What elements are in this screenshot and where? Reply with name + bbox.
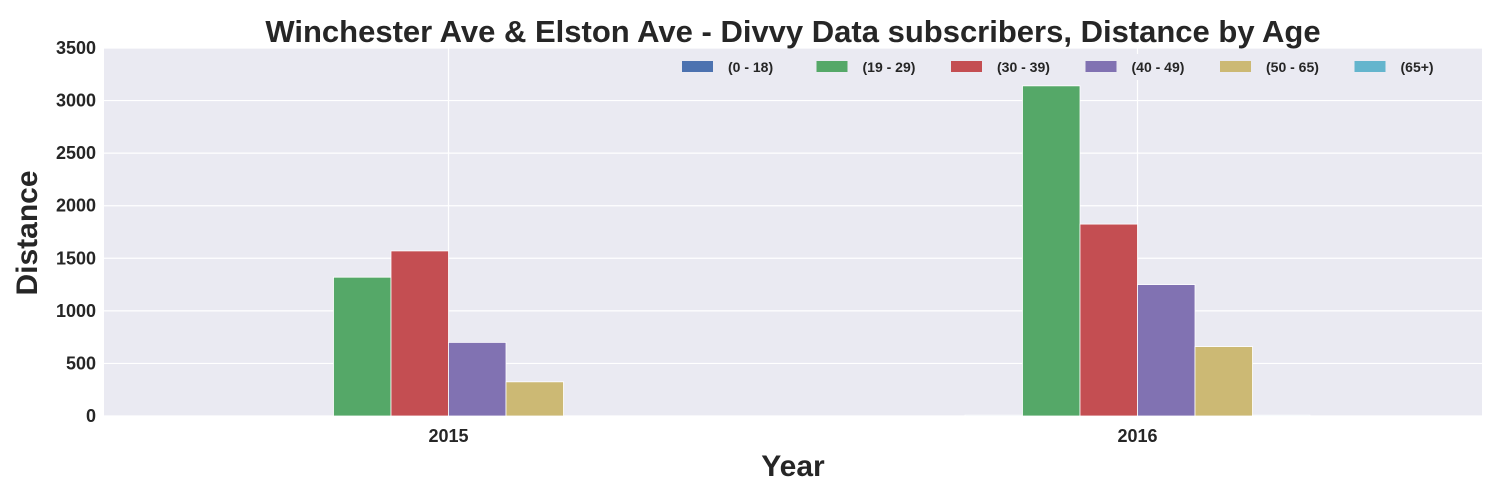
bar xyxy=(1252,414,1311,417)
x-tick-label: 2016 xyxy=(1117,426,1157,446)
bar xyxy=(964,414,1023,417)
x-axis-label: Year xyxy=(761,450,825,483)
legend-label: (65+) xyxy=(1401,59,1434,75)
x-axis-ticks: 2015 2016 xyxy=(428,426,1157,446)
legend-swatch xyxy=(1085,61,1117,72)
bar xyxy=(390,250,449,417)
y-tick-label: 1000 xyxy=(56,301,96,321)
bar xyxy=(448,341,507,417)
y-tick-label: 3000 xyxy=(56,91,96,111)
legend-label: (50 - 65) xyxy=(1266,59,1319,75)
bar xyxy=(1137,284,1196,417)
legend-swatch xyxy=(682,61,713,72)
legend-label: (0 - 18) xyxy=(728,59,773,75)
legend-swatch xyxy=(1354,61,1386,72)
y-tick-label: 0 xyxy=(86,406,96,426)
legend-swatch xyxy=(951,61,982,72)
y-tick-label: 3500 xyxy=(56,38,96,58)
y-tick-label: 1500 xyxy=(56,248,96,268)
legend: (0 - 18) (19 - 29) (30 - 39) (40 - 49) (50 -… xyxy=(672,54,1480,80)
bar xyxy=(505,381,564,417)
legend-label: (30 - 39) xyxy=(997,59,1050,75)
y-tick-label: 500 xyxy=(66,353,96,373)
y-tick-label: 2000 xyxy=(56,196,96,216)
legend-background xyxy=(672,54,1480,80)
y-tick-label: 2500 xyxy=(56,143,96,163)
y-axis-ticks: 0 500 1000 1500 2000 2500 3000 3500 xyxy=(56,38,96,426)
legend-swatch xyxy=(1220,61,1251,72)
plot-area xyxy=(104,48,1482,416)
bar xyxy=(333,276,392,417)
bar xyxy=(1194,346,1253,417)
legend-label: (40 - 49) xyxy=(1132,59,1185,75)
y-axis-label: Distance xyxy=(11,170,44,295)
legend-label: (19 - 29) xyxy=(863,59,916,75)
chart-title: Winchester Ave & Elston Ave - Divvy Data… xyxy=(265,14,1320,49)
legend-swatch xyxy=(816,61,848,72)
bar xyxy=(1079,223,1138,417)
x-tick-label: 2015 xyxy=(428,426,468,446)
bars xyxy=(333,85,1311,417)
bar xyxy=(1022,85,1081,417)
